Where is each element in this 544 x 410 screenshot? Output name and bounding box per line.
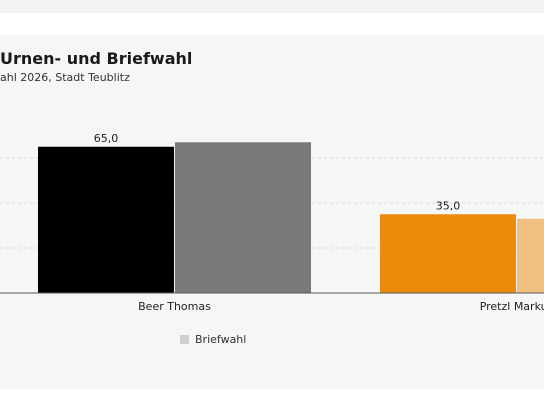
legend-swatch-briefwahl	[180, 334, 189, 344]
x-tick-label: Pretzl Markus	[480, 300, 544, 313]
legend-label-briefwahl: Briefwahl	[195, 332, 247, 346]
chart-subtitle: ahl 2026, Stadt Teublitz	[0, 71, 130, 84]
chart-legend: Briefwahl	[180, 331, 246, 347]
data-label: 65,0	[94, 132, 119, 145]
bar-beer-thomas-series-1	[38, 146, 174, 293]
bar-pretzl-markus-series-1	[380, 214, 516, 293]
top-band	[0, 0, 544, 13]
data-label: 35,0	[436, 199, 461, 212]
data-labels: 65,0 35,0	[94, 132, 461, 213]
bar-beer-thomas-series-2	[175, 142, 311, 293]
bar-pretzl-markus-series-2	[517, 218, 544, 293]
x-tick-label: Beer Thomas	[138, 300, 211, 313]
bars	[38, 142, 544, 293]
chart-title: Urnen- und Briefwahl	[0, 49, 193, 68]
x-axis-tick-labels: Beer Thomas Pretzl Markus	[138, 300, 544, 313]
